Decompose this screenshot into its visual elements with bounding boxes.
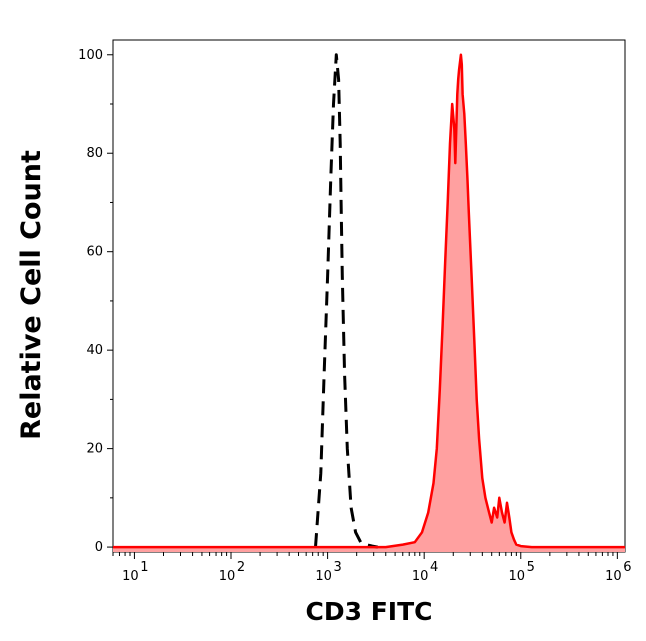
series-1-fill xyxy=(113,54,625,553)
x-tick-label: 10 xyxy=(122,569,139,584)
y-tick-label: 40 xyxy=(86,343,103,358)
x-tick-exponent: 5 xyxy=(527,560,535,575)
y-tick-label: 0 xyxy=(95,540,103,555)
x-tick-exponent: 4 xyxy=(430,560,438,575)
x-tick-label: 10 xyxy=(605,569,622,584)
x-tick-label: 10 xyxy=(412,569,429,584)
x-tick-exponent: 3 xyxy=(333,560,341,575)
y-tick-label: 60 xyxy=(86,245,103,260)
y-tick-label: 80 xyxy=(86,146,103,161)
y-tick-label: 100 xyxy=(78,48,103,63)
y-axis-title: Relative Cell Count xyxy=(16,150,47,440)
x-tick-label: 10 xyxy=(508,569,525,584)
x-tick-label: 10 xyxy=(315,569,332,584)
series-fills xyxy=(113,54,625,553)
series-1-line xyxy=(113,53,625,549)
x-tick-exponent: 1 xyxy=(140,560,148,575)
y-axis: 0 20 40 60 80 100 xyxy=(78,48,113,555)
x-tick-label: 10 xyxy=(219,569,236,584)
y-tick-label: 20 xyxy=(86,442,103,457)
series-lines xyxy=(113,53,625,549)
x-tick-exponent: 2 xyxy=(237,560,245,575)
x-axis-title: CD3 FITC xyxy=(306,597,433,626)
plot-frame xyxy=(112,39,626,553)
series-0-line xyxy=(314,53,378,549)
x-tick-exponent: 6 xyxy=(623,560,631,575)
